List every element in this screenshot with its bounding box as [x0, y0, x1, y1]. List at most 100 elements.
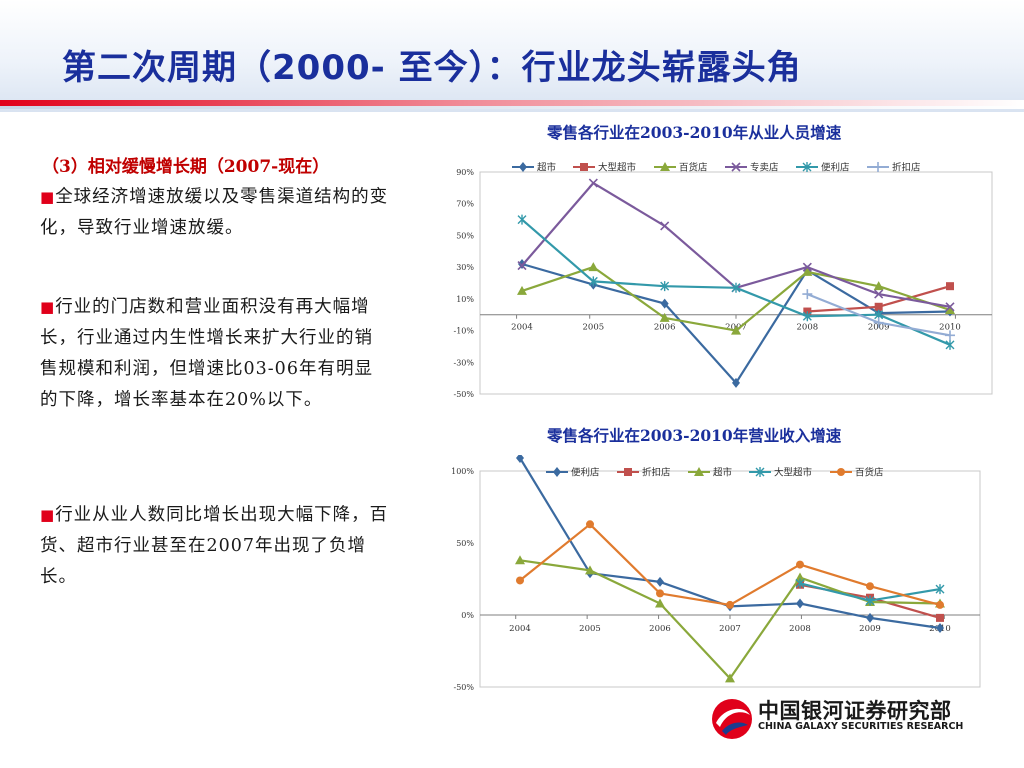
legend-swatch-marker [755, 467, 765, 477]
legend-item: 百货店 [654, 162, 708, 174]
data-point [796, 560, 804, 569]
legend-item: 便利店 [546, 467, 600, 479]
legend-swatch-marker [624, 468, 632, 476]
legend-item: 超市 [688, 467, 733, 479]
bullet-point-3: ■行业从业人数同比增长出现大幅下降，百货、超市行业甚至在2007年出现了负增长。 [40, 500, 390, 593]
bullet-point-2: ■行业的门店数和营业面积没有再大幅增长，行业通过内生性增长来扩大行业的销售规模和… [40, 292, 390, 416]
data-point [516, 455, 524, 464]
data-point [585, 565, 595, 575]
page-title: 第二次周期（2000- 至今）：行业龙头崭露头角 [62, 48, 802, 88]
x-tick-label: 2007 [719, 624, 741, 634]
y-tick-label: 70% [456, 200, 474, 209]
data-point [873, 317, 884, 328]
data-point [935, 584, 945, 595]
legend-label: 便利店 [821, 162, 850, 174]
data-point [795, 578, 805, 589]
x-tick-label: 2006 [654, 323, 676, 333]
data-point [802, 266, 813, 276]
legend-label: 百货店 [855, 467, 884, 479]
x-tick-label: 2008 [797, 323, 819, 333]
data-point [874, 302, 883, 311]
y-tick-label: 10% [456, 295, 474, 304]
chart-1-title: 零售各行业在2003-2010年从业人员增速 [547, 123, 842, 142]
data-point [945, 339, 955, 350]
data-point [517, 285, 527, 295]
data-point [945, 302, 955, 312]
legend-label: 百货店 [679, 162, 708, 174]
data-point [517, 214, 527, 225]
x-tick-label: 2005 [579, 624, 601, 634]
y-tick-label: -50% [454, 390, 475, 399]
data-point [659, 312, 670, 322]
employment-growth-chart: 90% 70% 50% 30% 10% -10% -30% -50% 2004 2005 2006 2… [454, 162, 993, 399]
x-tick-label: 2009 [859, 624, 881, 634]
legend-item: 便利店 [796, 162, 850, 174]
data-point [865, 595, 875, 606]
legend-item: 大型超市 [749, 467, 813, 479]
data-point [802, 262, 812, 272]
logo-name-cn: 中国银河证券研究部 [758, 699, 952, 723]
legend-swatch-marker [731, 162, 741, 172]
legend-swatch-marker [660, 162, 670, 171]
legend-swatch-marker [694, 467, 704, 476]
data-point [656, 576, 664, 587]
x-tick-label: 2004 [511, 323, 533, 333]
data-point [588, 262, 599, 272]
legend-swatch-marker [802, 162, 812, 172]
bullet-point-1: ■全球经济增速放缓以及零售渠道结构的变化，导致行业增速放缓。 [40, 182, 390, 244]
legend-item: 折扣店 [867, 162, 921, 174]
data-point [732, 377, 740, 388]
company-logo: 中国银河证券研究部 CHINA GALAXY SECURITIES RESEAR… [710, 695, 980, 745]
y-tick-label: 90% [456, 168, 474, 177]
data-point [796, 598, 804, 609]
revenue-growth-chart: 100%50%0%-50%200420052006200720082009201… [451, 455, 981, 692]
legend-label: 折扣店 [642, 467, 671, 479]
data-point [936, 613, 944, 622]
data-point [517, 260, 527, 271]
x-tick-label: 2006 [649, 624, 671, 634]
legend-swatch-marker [873, 162, 883, 172]
legend-swatch-marker [580, 163, 588, 171]
plot-area [479, 171, 993, 395]
legend-item: 百货店 [830, 467, 884, 479]
bullet-text-3: 行业从业人数同比增长出现大幅下降，百货、超市行业甚至在2007年出现了负增长。 [40, 505, 389, 587]
y-tick-label: 0% [461, 611, 474, 620]
legend-label: 折扣店 [892, 162, 921, 174]
bullet-marker: ■ [40, 506, 56, 524]
series-便利店 [517, 214, 955, 350]
data-point [656, 589, 664, 598]
legend-label: 超市 [537, 162, 557, 174]
legend-item: 折扣店 [617, 467, 671, 479]
data-point [516, 576, 524, 585]
y-tick-label: 100% [451, 467, 474, 476]
legend-label: 大型超市 [774, 467, 813, 479]
legend-swatch-marker [553, 467, 561, 477]
x-tick-label: 2010 [939, 323, 961, 333]
chart-2-title: 零售各行业在2003-2010年营业收入增速 [547, 426, 842, 445]
data-point [731, 325, 741, 335]
data-point [588, 276, 598, 287]
logo-name-en: CHINA GALAXY SECURITIES RESEARCH [758, 721, 964, 732]
series-百货店 [517, 262, 955, 335]
data-point [866, 582, 874, 591]
data-point [726, 600, 734, 609]
x-tick-label: 2009 [868, 323, 890, 333]
series-百货店 [516, 520, 944, 609]
legend-item: 专卖店 [725, 162, 779, 174]
legend-swatch-marker [837, 468, 845, 476]
y-tick-label: 50% [456, 231, 474, 240]
x-tick-label: 2008 [789, 624, 811, 634]
data-point [945, 304, 955, 314]
data-point [515, 555, 525, 565]
legend-item: 超市 [512, 162, 557, 174]
legend-swatch-marker [519, 162, 527, 172]
plot-area [479, 470, 981, 688]
series-大型超市 [795, 578, 945, 606]
data-point [655, 598, 665, 608]
y-tick-label: 30% [456, 263, 474, 272]
section-subtitle: （3）相对缓慢增长期（2007-现在） [42, 157, 330, 177]
legend-item: 大型超市 [573, 162, 637, 174]
y-tick-label: -30% [454, 358, 475, 367]
galaxy-logo-icon [712, 699, 752, 739]
x-tick-label: 2004 [509, 624, 531, 634]
